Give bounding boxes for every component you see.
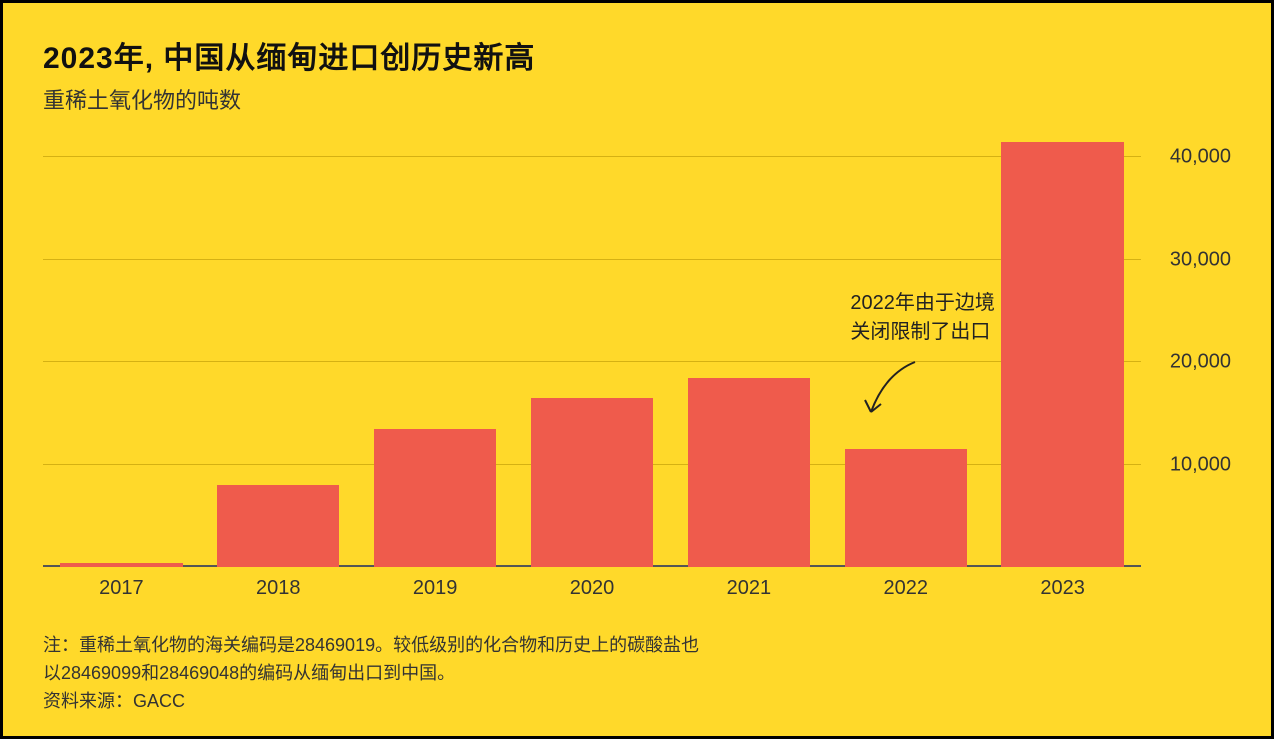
annotation-line2: 关闭限制了出口	[850, 321, 990, 343]
annotation-line1: 2022年由于边境	[850, 292, 995, 314]
bar	[374, 429, 496, 567]
footnote-block: 注：重稀土氧化物的海关编码是28469019。较低级别的化合物和历史上的碳酸盐也…	[43, 632, 1231, 716]
chart-title: 2023年, 中国从缅甸进口创历史新高	[43, 33, 1231, 77]
chart-area: 2017201820192020202120222023 2022年由于边境 关…	[43, 137, 1231, 607]
chart-frame: 2023年, 中国从缅甸进口创历史新高 重稀土氧化物的吨数 2017201820…	[0, 0, 1274, 739]
x-axis-label: 2019	[357, 571, 514, 607]
annotation-arrow-icon	[855, 354, 935, 434]
x-axis-label: 2017	[43, 571, 200, 607]
bar-slot	[984, 137, 1141, 567]
chart-subtitle: 重稀土氧化物的吨数	[43, 83, 1231, 115]
y-axis-label: 20,000	[1151, 351, 1231, 374]
x-axis-labels: 2017201820192020202120222023	[43, 571, 1141, 607]
footnote-line1: 注：重稀土氧化物的海关编码是28469019。较低级别的化合物和历史上的碳酸盐也	[43, 632, 1231, 660]
bar-slot	[514, 137, 671, 567]
source-label: 资料来源：GACC	[43, 688, 1231, 716]
bar	[845, 449, 967, 567]
y-axis-label: 10,000	[1151, 453, 1231, 476]
bar	[531, 398, 653, 567]
footnote-line2: 以28469099和28469048的编码从缅甸出口到中国。	[43, 660, 1231, 688]
bar-slot	[200, 137, 357, 567]
x-axis-label: 2020	[514, 571, 671, 607]
bar-slot	[827, 137, 984, 567]
bar	[688, 378, 810, 567]
bar-slot	[357, 137, 514, 567]
bar-slot	[670, 137, 827, 567]
bar	[1001, 142, 1123, 567]
annotation-text: 2022年由于边境 关闭限制了出口	[850, 289, 995, 347]
y-axis-label: 30,000	[1151, 248, 1231, 271]
x-axis-label: 2022	[827, 571, 984, 607]
x-axis-label: 2023	[984, 571, 1141, 607]
bar	[60, 563, 182, 567]
x-axis-label: 2021	[670, 571, 827, 607]
bar-group	[43, 137, 1141, 567]
y-axis-label: 40,000	[1151, 146, 1231, 169]
bar-slot	[43, 137, 200, 567]
bar	[217, 485, 339, 567]
x-axis-label: 2018	[200, 571, 357, 607]
